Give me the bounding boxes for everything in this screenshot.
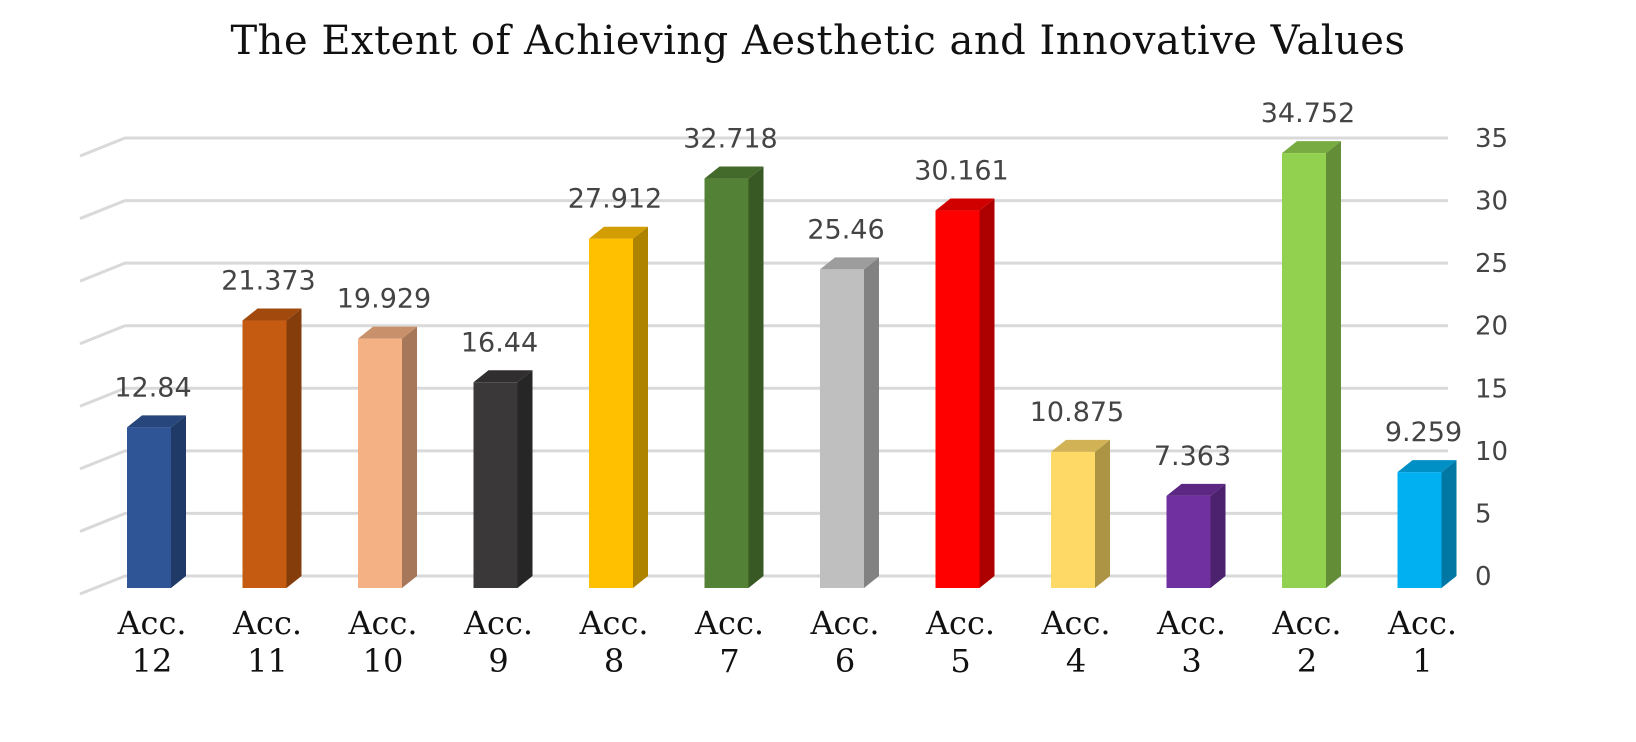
data-labels: 12.84 21.373 19.929 16.44 27.912 32.718 25.46 3… [114,98,1462,472]
bar [1051,439,1110,588]
data-label: 19.929 [337,284,431,315]
bar [589,226,648,588]
data-label: 25.46 [807,214,884,245]
y-tick-label: 10 [1475,437,1508,467]
y-tick-label: 30 [1475,187,1508,217]
bars [127,141,1457,588]
bar [127,415,186,588]
x-tick-label: Acc. 4 [1040,604,1110,680]
bar [473,370,533,588]
bar [1166,483,1226,588]
data-label: 21.373 [221,266,315,297]
x-tick-label: Acc. 11 [232,604,302,680]
bar [358,326,417,588]
x-tick-label: Acc. 6 [809,604,879,680]
y-tick-label: 20 [1475,312,1508,342]
x-tick-label: Acc. 5 [925,604,995,680]
x-tick-label: Acc. 12 [116,604,186,680]
bar [935,198,995,588]
data-label: 12.84 [114,372,191,403]
data-label: 34.752 [1261,98,1355,129]
y-tick-label: 5 [1475,499,1492,529]
x-tick-label: Acc. 7 [694,604,764,680]
x-tick-label: Acc. 3 [1156,604,1226,680]
data-label: 10.875 [1030,397,1124,428]
x-tick-label: Acc. 9 [463,604,533,680]
gridline [79,324,1448,346]
gridline [79,261,1448,283]
gridline [79,574,1448,596]
y-tick-label: 0 [1475,562,1492,592]
bar [242,308,302,588]
y-tick-label: 35 [1475,124,1508,154]
y-axis-ticks: 0 5 10 15 20 25 30 35 [1475,124,1508,592]
bar [704,166,764,588]
data-label: 27.912 [568,184,662,215]
gridline [79,386,1448,408]
y-tick-label: 25 [1475,249,1508,279]
x-tick-label: Acc. 2 [1271,604,1341,680]
bar [1282,141,1341,588]
x-tick-label: Acc. 8 [578,604,648,680]
gridline [79,449,1448,471]
gridline [79,136,1448,158]
data-label: 30.161 [914,156,1008,187]
chart-title: The Extent of Achieving Aesthetic and In… [230,18,1406,64]
gridlines [79,136,1448,596]
bar [1397,460,1457,588]
x-tick-label: Acc. 1 [1387,604,1457,680]
data-label: 7.363 [1154,441,1231,472]
x-tick-label: Acc. 10 [347,604,417,680]
data-label: 9.259 [1385,417,1462,448]
gridline [79,511,1448,533]
y-tick-label: 15 [1475,374,1508,404]
bar [820,257,879,588]
data-label: 32.718 [683,124,777,155]
data-label: 16.44 [461,327,538,358]
gridline [79,199,1448,220]
x-axis-labels: Acc. 12 Acc. 11 Acc. 10 Acc. 9 Acc. 8 Acc. 7 Acc. 6 Ac… [116,604,1457,680]
